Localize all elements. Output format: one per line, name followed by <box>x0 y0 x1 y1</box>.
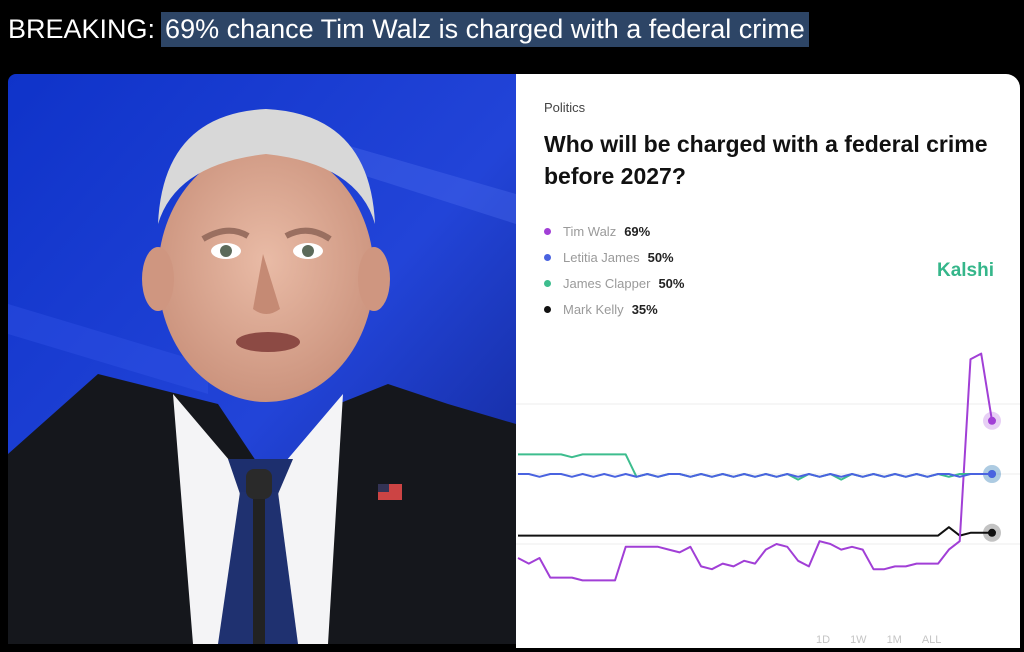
legend-series-name: Letitia James <box>563 249 640 265</box>
probability-chart <box>516 352 1020 582</box>
legend-dot-icon <box>544 227 551 235</box>
time-range-option[interactable]: ALL <box>921 634 942 646</box>
kalshi-logo: Kalshi <box>936 260 994 281</box>
legend-dot-icon <box>544 305 551 313</box>
series-line-tim-walz <box>517 352 993 582</box>
market-card: Politics Who will be charged with a fede… <box>516 74 1020 648</box>
series-line-letitia-james <box>518 473 992 478</box>
time-range-option[interactable]: 1W <box>850 634 867 646</box>
end-point-marker <box>988 528 996 537</box>
time-range-option[interactable]: 1D <box>816 634 831 646</box>
time-range-selector: 1D 1W 1M ALL <box>816 634 941 646</box>
end-point-marker <box>988 470 996 478</box>
market-question: Who will be charged with a federal crime… <box>544 131 988 189</box>
news-video-frame <box>8 74 516 644</box>
time-range-option[interactable]: 1M <box>886 634 902 646</box>
category-label: Politics <box>544 100 586 115</box>
chart-legend: Tim Walz 69% Letitia James 50% James Clapper… <box>544 218 684 322</box>
legend-entry[interactable]: Tim Walz 69% <box>544 218 684 244</box>
legend-series-value: 50% <box>647 249 674 265</box>
breaking-headline: BREAKING: 69% chance Tim Walz is charged… <box>8 8 809 50</box>
legend-dot-icon <box>544 279 551 287</box>
legend-series-value: 69% <box>624 223 651 239</box>
headline-prefix: BREAKING: <box>8 13 156 44</box>
series-line-mark-kelly <box>518 526 992 537</box>
legend-entry[interactable]: James Clapper 50% <box>544 270 684 296</box>
legend-entry[interactable]: Letitia James 50% <box>544 244 684 270</box>
legend-entry[interactable]: Mark Kelly 35% <box>544 296 684 322</box>
legend-series-value: 50% <box>658 275 685 291</box>
legend-dot-icon <box>544 253 551 261</box>
legend-series-name: James Clapper <box>563 275 651 291</box>
headline-highlight: 69% chance Tim Walz is charged with a fe… <box>161 11 809 47</box>
speaker-portrait <box>8 74 516 644</box>
legend-series-name: Tim Walz <box>563 223 617 239</box>
end-point-marker <box>988 416 996 425</box>
legend-series-name: Mark Kelly <box>563 301 624 317</box>
legend-series-value: 35% <box>631 301 658 317</box>
